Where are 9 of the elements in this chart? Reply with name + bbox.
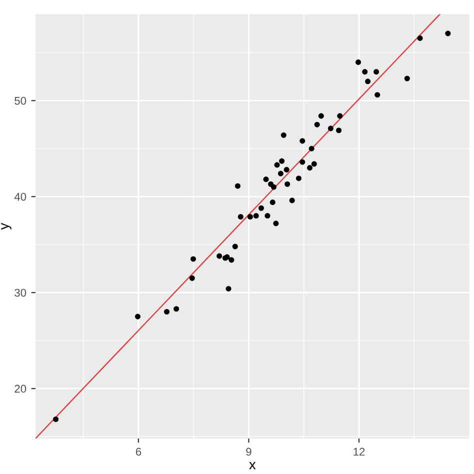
x-tick-label: 6	[136, 448, 142, 456]
y-tick-label: 40	[14, 192, 26, 201]
x-tick-label: 9	[246, 448, 252, 456]
x-axis-title: x	[249, 462, 256, 470]
y-tick-label: 20	[14, 384, 26, 393]
y-tick-label: 30	[14, 288, 26, 297]
x-tick-label: 12	[354, 448, 365, 456]
y-tick-label: 50	[14, 96, 26, 105]
y-axis-title: y	[1, 222, 12, 230]
